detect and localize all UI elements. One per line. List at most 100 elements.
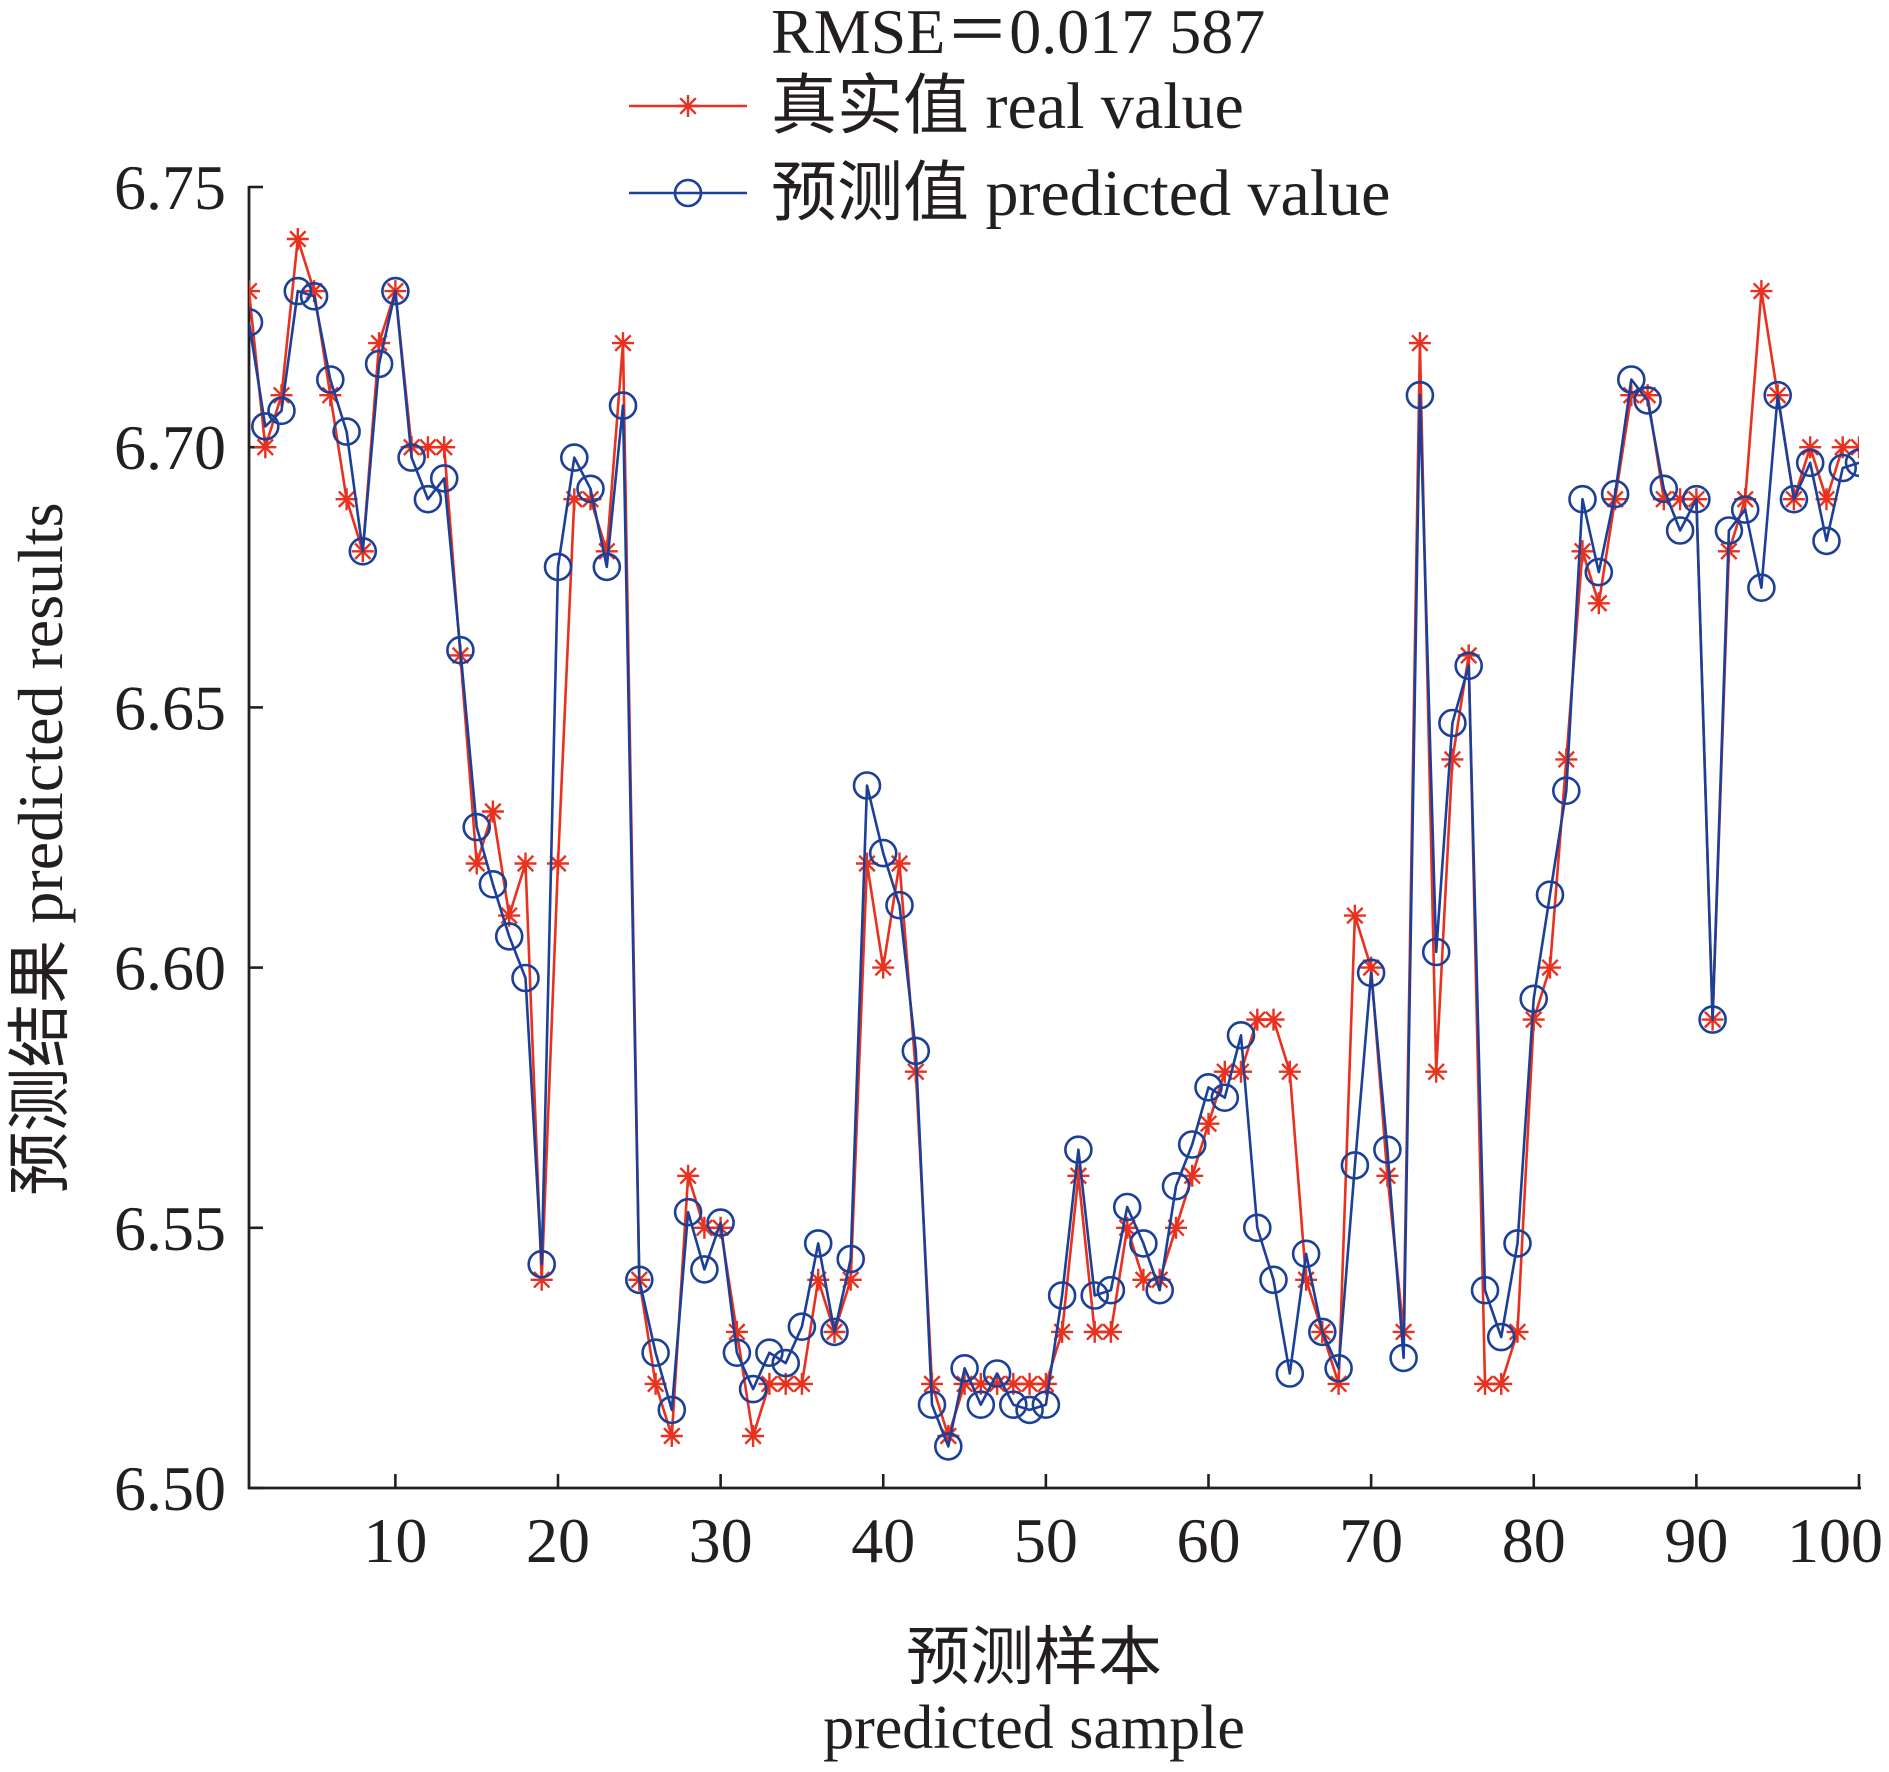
real-value-point [1490, 1372, 1513, 1395]
predicted-value-point [250, 412, 280, 441]
legend-marker-asterisk [677, 95, 699, 117]
predicted-value-point [299, 281, 329, 311]
predicted-value-point [1064, 1135, 1093, 1164]
predicted-value-point [397, 443, 426, 472]
predicted-value-point [1844, 448, 1859, 478]
predicted-value-point [852, 771, 882, 800]
predicted-value-point [576, 474, 605, 504]
real-value-point [530, 1268, 553, 1291]
predicted-value-point [608, 391, 638, 420]
predicted-value-point [494, 922, 524, 951]
real-value-point [1636, 384, 1659, 407]
predicted-value-point [1112, 1192, 1142, 1222]
real-value-point [725, 1320, 748, 1343]
predicted-value-point [592, 552, 622, 582]
predicted-value-point [1633, 386, 1662, 415]
predicted-value-point [1438, 708, 1467, 738]
predicted-value-point [836, 1244, 866, 1274]
real-value-point [1457, 644, 1480, 667]
x-tick-label: 50 [1014, 1505, 1078, 1576]
real-value-point [579, 488, 602, 511]
real-value-point [1360, 956, 1383, 979]
real-value-point [953, 1372, 976, 1395]
legend-item-predicted-value: 预测值 predicted value [629, 157, 1390, 230]
predicted-value-point [332, 417, 361, 446]
predicted-value-point [1698, 1005, 1727, 1034]
predicted-value-point [267, 396, 296, 426]
predicted-value-point [998, 1390, 1028, 1419]
y-tick-label: 6.75 [114, 152, 226, 223]
predicted-value-point [1714, 516, 1744, 545]
legend-label-real-value: 真实值 real value [771, 70, 1244, 143]
real-value-point [742, 1425, 765, 1447]
real-value-point [774, 1372, 797, 1395]
real-value-point [547, 852, 569, 875]
real-value-point [1555, 748, 1578, 771]
predicted-value-line [249, 289, 1859, 1448]
real-value-point [303, 280, 326, 303]
predicted-value-point [1031, 1390, 1061, 1419]
real-value-point [1799, 436, 1822, 459]
predicted-value-point [1275, 1359, 1305, 1388]
predicted-value-point [511, 963, 540, 993]
predicted-value-point [1243, 1213, 1272, 1243]
predicted-value-point [1747, 573, 1776, 603]
predicted-value-point [868, 838, 898, 868]
real-value-point [416, 436, 439, 459]
predicted-value-point [803, 1229, 833, 1258]
x-axis-label-en: predicted sample [823, 1694, 1245, 1762]
real-value-point [1425, 1060, 1448, 1083]
predicted-value-point [771, 1348, 801, 1378]
real-value-point [1669, 488, 1692, 511]
y-tick-label: 6.50 [114, 1453, 226, 1524]
real-value-point [677, 1164, 700, 1187]
real-value-point [1620, 384, 1643, 407]
predicted-value-point [1015, 1395, 1044, 1425]
y-tick-label: 6.70 [114, 412, 226, 483]
real-value-point [1181, 1164, 1204, 1187]
real-value-point [1734, 488, 1757, 511]
real-value-point [1343, 904, 1366, 927]
y-tick-label: 6.55 [114, 1193, 226, 1264]
predicted-value-point [381, 276, 410, 306]
predicted-value-point [478, 869, 508, 899]
y-axis: 6.50 6.55 6.60 6.65 6.70 6.75 [114, 152, 263, 1524]
predicted-value-point [738, 1374, 768, 1404]
real-value-point [1067, 1164, 1090, 1187]
predicted-value-point [933, 1432, 963, 1461]
real-value-point [1815, 488, 1838, 511]
real-value-point [644, 1372, 667, 1395]
real-value-point [1571, 540, 1594, 563]
predicted-value-point [885, 890, 914, 920]
predicted-value-point [429, 464, 459, 493]
predicted-value-point [1519, 984, 1548, 1014]
real-value-point [1018, 1372, 1041, 1395]
real-value-point [1132, 1268, 1155, 1291]
real-value-point [481, 800, 504, 823]
predicted-value-point [1340, 1151, 1370, 1180]
predicted-value-point [820, 1317, 849, 1347]
real-value-point [465, 852, 488, 875]
predicted-value-point [413, 484, 443, 514]
real-value-point [1051, 1320, 1074, 1343]
real-value-point [1831, 436, 1854, 459]
predicted-value-point [446, 635, 475, 665]
predicted-value-point [722, 1338, 752, 1367]
real-value-point [498, 904, 521, 927]
legend: 真实值 real value 预测值 predicted value [629, 70, 1390, 230]
predicted-value-point [755, 1338, 784, 1367]
real-value-point [1295, 1268, 1318, 1291]
predicted-value-point [1454, 651, 1483, 681]
real-value-point [514, 852, 537, 875]
predicted-value-point [1129, 1229, 1158, 1258]
predicted-value-point [1194, 1073, 1223, 1102]
predicted-value-point [706, 1208, 735, 1237]
predicted-value-point [1226, 1021, 1256, 1050]
predicted-value-point [1552, 776, 1581, 806]
real-value-point [790, 1372, 813, 1395]
predicted-value-point [690, 1255, 719, 1284]
real-value-point [1652, 488, 1675, 511]
chart-title: RMSE＝0.017 587 [771, 0, 1265, 67]
real-value-point [872, 956, 895, 979]
